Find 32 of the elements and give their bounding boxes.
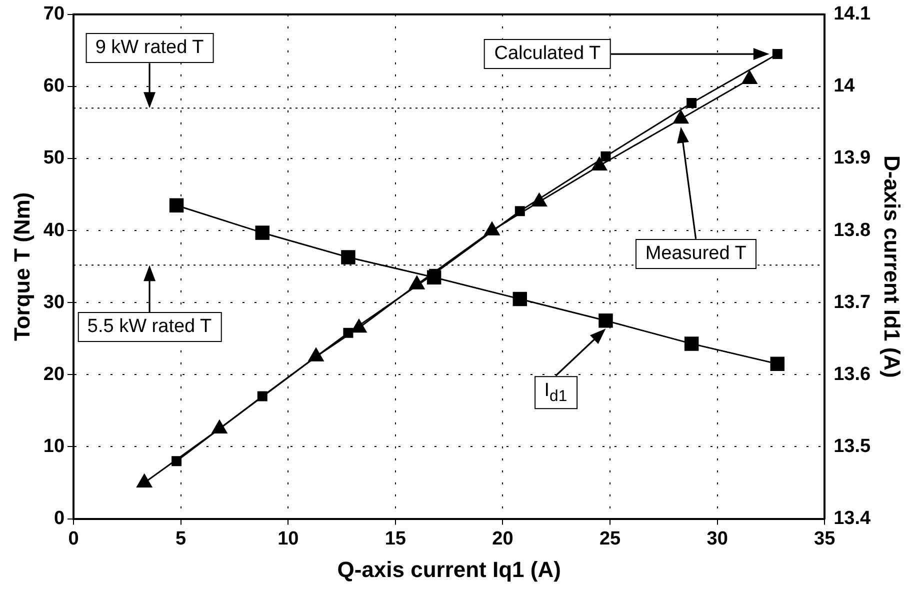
y2-tick-label: 13.6 bbox=[834, 364, 871, 385]
y2-tick-label: 13.4 bbox=[834, 508, 872, 530]
x-tick-label: 0 bbox=[68, 528, 79, 550]
y-tick-label: 30 bbox=[43, 292, 65, 313]
y-tick-label: 0 bbox=[54, 508, 65, 530]
text: I$_{d1}$ bbox=[534, 376, 578, 410]
y-tick-label: 60 bbox=[43, 76, 65, 97]
text: Calculated T bbox=[484, 39, 611, 70]
y2-tick-label: 13.7 bbox=[834, 292, 871, 313]
x-tick-label: 35 bbox=[814, 528, 836, 550]
x-tick-label: 25 bbox=[599, 528, 622, 550]
y-tick-label: 50 bbox=[43, 148, 65, 169]
x-axis-title: Q-axis current Iq1 (A) bbox=[337, 556, 561, 582]
y2-tick-label: 13.8 bbox=[834, 220, 871, 241]
y-tick-label: 10 bbox=[43, 436, 65, 457]
x-tick-label: 30 bbox=[706, 528, 728, 550]
x-tick-label: 20 bbox=[492, 528, 514, 550]
text: Measured T bbox=[635, 238, 756, 269]
y2-tick-label: 13.9 bbox=[834, 148, 871, 169]
ref-line-label: 9 kW rated T bbox=[85, 33, 214, 64]
y-tick-label: 20 bbox=[43, 364, 65, 385]
y2-tick-label: 14 bbox=[834, 76, 856, 97]
y-tick-label: 40 bbox=[43, 220, 65, 241]
y2-axis-title: D-axis current Id1 (A) bbox=[880, 155, 905, 378]
x-tick-label: 15 bbox=[384, 528, 406, 550]
y-tick-label: 70 bbox=[43, 4, 65, 25]
x-tick-label: 5 bbox=[176, 528, 187, 550]
x-tick-label: 10 bbox=[278, 528, 299, 550]
ref-line-label: 5.5 kW rated T bbox=[77, 312, 222, 342]
y2-tick-label: 13.5 bbox=[834, 436, 872, 457]
y-axis-title: Torque T (Nm) bbox=[9, 192, 34, 341]
y2-tick-label: 14.1 bbox=[834, 4, 872, 25]
